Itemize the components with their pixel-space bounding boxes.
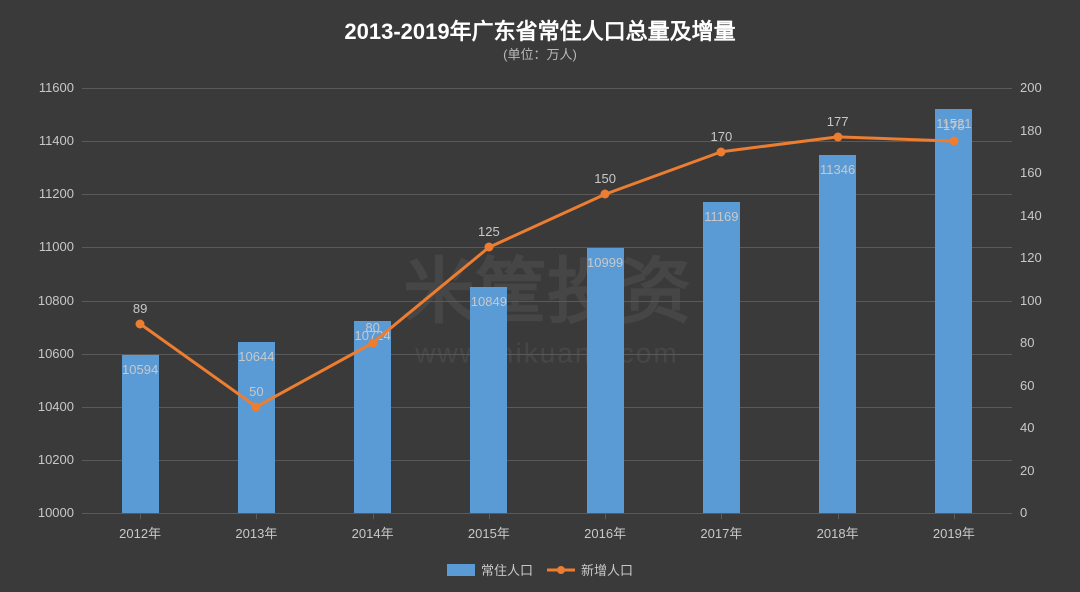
y-right-tick-label: 60 (1020, 378, 1060, 393)
y-right-tick-label: 0 (1020, 505, 1060, 520)
bar (122, 355, 159, 513)
y-left-tick-label: 10000 (14, 505, 74, 520)
y-left-tick-label: 11000 (14, 239, 74, 254)
x-category-label: 2015年 (431, 523, 547, 542)
bar-value-label: 11346 (819, 162, 856, 177)
x-tick (838, 513, 839, 519)
gridline (82, 460, 1012, 461)
x-category-label: 2014年 (315, 523, 431, 542)
x-tick (140, 513, 141, 519)
y-right-tick-label: 20 (1020, 463, 1060, 478)
x-tick (256, 513, 257, 519)
gridline (82, 88, 1012, 89)
bar (238, 342, 275, 513)
line-marker (833, 132, 842, 141)
x-tick (373, 513, 374, 519)
x-category-label: 2013年 (198, 523, 314, 542)
y-left-tick-label: 11600 (14, 80, 74, 95)
bar (819, 155, 856, 513)
legend-item: 常住人口 (447, 560, 533, 579)
gridline (82, 513, 1012, 514)
line-marker (484, 243, 493, 252)
y-left-tick-label: 11400 (14, 133, 74, 148)
line-value-label: 150 (594, 171, 616, 186)
legend-bar-swatch (447, 564, 475, 576)
legend-item: 新增人口 (547, 560, 633, 579)
line-marker (368, 339, 377, 348)
x-category-label: 2018年 (780, 523, 896, 542)
line-value-label: 80 (365, 320, 379, 335)
y-right-tick-label: 120 (1020, 250, 1060, 265)
chart-subtitle: (单位：万人) (0, 44, 1080, 63)
legend: 常住人口 新增人口 (0, 560, 1080, 579)
line-marker (601, 190, 610, 199)
gridline (82, 407, 1012, 408)
x-tick (954, 513, 955, 519)
bar (470, 287, 507, 513)
population-chart: 2013-2019年广东省常住人口总量及增量(单位：万人)米筐投资www.mik… (0, 0, 1080, 592)
gridline (82, 194, 1012, 195)
y-right-tick-label: 140 (1020, 208, 1060, 223)
gridline (82, 301, 1012, 302)
y-right-tick-label: 100 (1020, 293, 1060, 308)
x-category-label: 2019年 (896, 523, 1012, 542)
line-value-label: 50 (249, 384, 263, 399)
legend-label: 常住人口 (481, 560, 533, 579)
y-left-tick-label: 10600 (14, 346, 74, 361)
gridline (82, 141, 1012, 142)
line-value-label: 170 (711, 129, 733, 144)
chart-title: 2013-2019年广东省常住人口总量及增量 (0, 14, 1080, 46)
legend-label: 新增人口 (581, 560, 633, 579)
bar (935, 109, 972, 513)
x-category-label: 2017年 (663, 523, 779, 542)
y-left-tick-label: 11200 (14, 186, 74, 201)
gridline (82, 354, 1012, 355)
line-value-label: 177 (827, 114, 849, 129)
y-left-tick-label: 10200 (14, 452, 74, 467)
x-tick (605, 513, 606, 519)
y-right-tick-label: 40 (1020, 420, 1060, 435)
bar-value-label: 10999 (587, 255, 624, 270)
bar (703, 202, 740, 513)
bar (354, 321, 391, 513)
line-marker (949, 137, 958, 146)
y-right-tick-label: 180 (1020, 123, 1060, 138)
bar-value-label: 10849 (470, 294, 507, 309)
y-right-tick-label: 200 (1020, 80, 1060, 95)
bar-value-label: 10644 (238, 349, 275, 364)
legend-line-swatch (547, 564, 575, 576)
y-left-tick-label: 10400 (14, 399, 74, 414)
gridline (82, 247, 1012, 248)
x-tick (489, 513, 490, 519)
y-right-tick-label: 80 (1020, 335, 1060, 350)
line-marker (717, 147, 726, 156)
line-marker (136, 319, 145, 328)
x-category-label: 2012年 (82, 523, 198, 542)
plot-area: 米筐投资www.mikuang.com105941064410724108491… (82, 88, 1012, 513)
bar (587, 248, 624, 513)
x-category-label: 2016年 (547, 523, 663, 542)
line-value-label: 175 (943, 118, 965, 133)
line-value-label: 89 (133, 301, 147, 316)
line-marker (252, 402, 261, 411)
line-value-label: 125 (478, 224, 500, 239)
bar-value-label: 11169 (703, 209, 740, 224)
y-right-tick-label: 160 (1020, 165, 1060, 180)
y-left-tick-label: 10800 (14, 293, 74, 308)
x-tick (721, 513, 722, 519)
bar-value-label: 10594 (122, 362, 159, 377)
